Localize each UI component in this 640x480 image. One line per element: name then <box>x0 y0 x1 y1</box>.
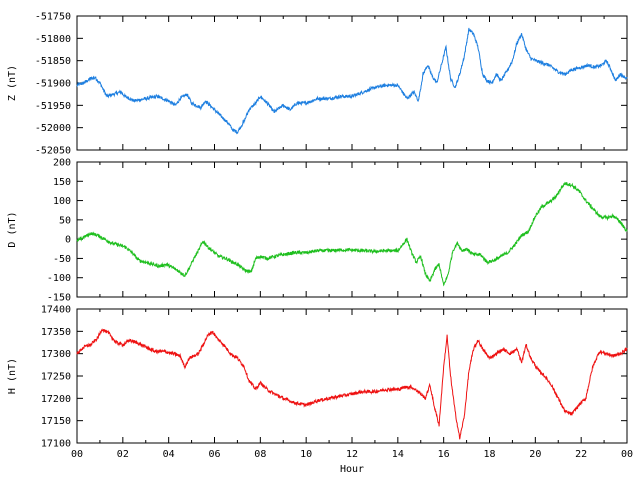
panel-z-ytick-label: -51950 <box>35 101 71 112</box>
panel-h-ytick-label: 17350 <box>41 327 71 338</box>
x-tick-label: 18 <box>483 449 495 460</box>
x-tick-label: 22 <box>575 449 587 460</box>
panel-d-series-line <box>76 181 628 287</box>
panel-d-ytick-label: 50 <box>59 215 71 226</box>
panel-d-ytick-label: 150 <box>53 177 71 188</box>
x-tick-label: 10 <box>300 449 312 460</box>
panel-z-ytick-label: -51900 <box>35 79 71 90</box>
x-tick-label: 14 <box>392 449 404 460</box>
panel-z-ytick-label: -51800 <box>35 34 71 45</box>
panel-z-ytick-label: -52050 <box>35 146 71 157</box>
panel-z-ytick-label: -51750 <box>35 12 71 23</box>
panel-d-ytick-label: -50 <box>53 254 71 265</box>
panel-h-ytick-label: 17150 <box>41 416 71 427</box>
x-tick-label: 04 <box>163 449 175 460</box>
panel-z: Z (nT) -51750 -51800 -51850 -51900 -51950 -52… <box>7 12 628 157</box>
x-tick-label: 02 <box>117 449 129 460</box>
x-axis-label: Hour <box>340 464 364 475</box>
panel-z-ylabel: Z (nT) <box>7 65 18 101</box>
panel-d-ytick-label: -150 <box>47 293 71 304</box>
panel-z-series-line <box>76 27 628 135</box>
x-tick-label: 12 <box>346 449 358 460</box>
panel-z-ytick-label: -52000 <box>35 123 71 134</box>
panel-h-ytick-label: 17300 <box>41 349 71 360</box>
panel-d-ytick-label: 100 <box>53 196 71 207</box>
panel-h-ytick-label: 17250 <box>41 372 71 383</box>
panel-h-ytick-label: 17200 <box>41 394 71 405</box>
x-tick-label: 06 <box>208 449 220 460</box>
panel-h-series-line <box>76 328 628 440</box>
panel-d: D (nT) 200 150 100 50 0 -50 -100 -150 <box>7 158 628 304</box>
panel-h: H (nT) 17400 17350 17300 17250 17200 17150 171… <box>7 305 633 461</box>
panel-d-ylabel: D (nT) <box>7 211 18 247</box>
panel-d-ytick-label: 200 <box>53 158 71 169</box>
x-tick-label: 00 <box>71 449 83 460</box>
panel-d-ytick-label: -100 <box>47 273 71 284</box>
x-tick-label: 08 <box>254 449 266 460</box>
panel-z-frame <box>76 15 628 151</box>
x-tick-label: 20 <box>529 449 541 460</box>
panel-h-ytick-label: 17400 <box>41 305 71 316</box>
panel-h-ytick-label: 17100 <box>41 439 71 450</box>
panel-z-ytick-label: -51850 <box>35 56 71 67</box>
x-tick-label: 16 <box>438 449 450 460</box>
panel-d-frame <box>76 161 628 298</box>
x-tick-label: 00 <box>621 449 633 460</box>
panel-h-ylabel: H (nT) <box>7 358 18 394</box>
panel-d-ytick-label: 0 <box>65 235 71 246</box>
